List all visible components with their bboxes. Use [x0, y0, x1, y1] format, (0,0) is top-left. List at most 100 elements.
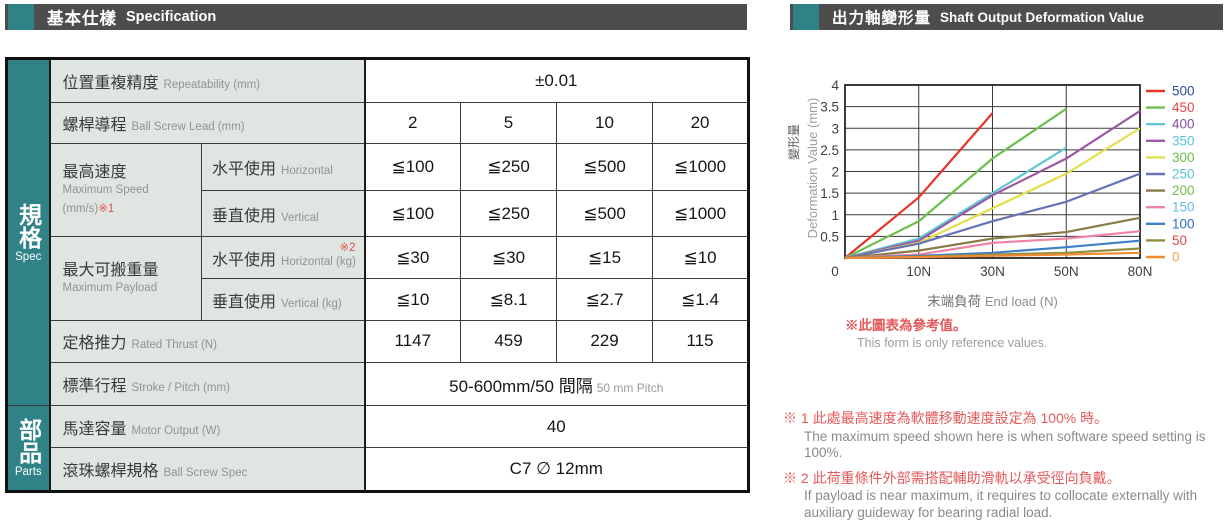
value-speed-v-3: ≦500: [556, 189, 654, 238]
value-payload-v-1: ≦10: [363, 278, 462, 322]
teal-accent-square: [8, 4, 34, 30]
spec-header-title-zh: 基本仕樣: [47, 10, 117, 28]
legend-label-50: 50: [1172, 233, 1187, 248]
y-tick-label: 0.5: [820, 229, 839, 244]
y-tick-label: 1: [831, 208, 839, 223]
y-tick-label: 3.5: [820, 100, 839, 115]
x-tick-label: 10N: [906, 264, 931, 279]
chart-header-title-en: Shaft Output Deformation Value: [940, 9, 1145, 25]
value-lead-20: 20: [652, 101, 750, 145]
chart-header-title-zh: 出力軸變形量: [832, 10, 932, 27]
sublabel-speed-vertical: 垂直使用 Vertical: [200, 189, 366, 238]
row-stroke: 標準行程 Stroke / Pitch (mm) 50-600mm/50 間隔 50…: [7, 361, 750, 407]
value-payload-h-4: ≦10: [652, 236, 750, 280]
row-ball-screw-spec: 滾珠螺桿規格 Ball Screw Spec C7 ∅ 12mm: [7, 447, 750, 492]
group-spec-en: Spec: [15, 250, 42, 263]
group-parts-zh: 部品: [15, 418, 42, 465]
value-speed-v-2: ≦250: [460, 189, 558, 238]
series-line-500: [844, 112, 994, 259]
x-tick-label: 0: [831, 264, 839, 279]
value-speed-v-4: ≦1000: [652, 189, 750, 238]
chart-x-axis-label: 末端負荷 End load (N): [927, 294, 1058, 309]
y-tick-label: 4: [831, 78, 839, 93]
legend-label-150: 150: [1172, 200, 1195, 215]
series-line-350: [844, 110, 1141, 260]
spec-table: 規格 Spec 位置重複精度 Repeatability (mm) ±0.01 螺…: [5, 57, 751, 493]
value-thrust-2: 459: [460, 320, 558, 363]
row-rated-thrust: 定格推力 Rated Thrust (N) 1147 459 229 115: [7, 320, 750, 363]
value-payload-v-4: ≦1.4: [652, 278, 750, 322]
footnotes: ※ 1 此處最高速度為軟體移動速度設定為 100% 時。 The maximum…: [783, 410, 1228, 530]
value-speed-v-1: ≦100: [363, 189, 462, 238]
legend-label-200: 200: [1172, 183, 1195, 198]
spec-header-bar: 基本仕樣 Specification: [5, 4, 747, 30]
row-payload-vertical: 垂直使用 Vertical (kg) ≦10 ≦8.1 ≦2.7 ≦1.4: [7, 278, 750, 322]
row-repeatability: 規格 Spec 位置重複精度 Repeatability (mm) ±0.01: [6, 57, 750, 407]
footnote-1: ※ 1 此處最高速度為軟體移動速度設定為 100% 時。 The maximum…: [783, 410, 1206, 460]
value-lead-2: 2: [363, 101, 462, 145]
value-motor-output: 40: [363, 405, 750, 449]
series-line-200: [844, 216, 1141, 260]
legend-label-300: 300: [1172, 150, 1195, 165]
value-lead-10: 10: [556, 101, 654, 145]
sublabel-speed-horizontal: 水平使用 Horizontal: [200, 143, 366, 191]
value-payload-v-2: ≦8.1: [460, 278, 558, 322]
legend-label-100: 100: [1172, 216, 1195, 231]
sublabel-payload-horizontal: ※2 水平使用 Horizontal (kg): [200, 236, 366, 280]
value-lead-5: 5: [460, 101, 558, 145]
y-tick-label: 3: [831, 121, 839, 136]
x-tick-label: 30N: [980, 264, 1005, 279]
legend-label-450: 450: [1172, 100, 1195, 115]
value-ball-screw-spec: C7 ∅ 12mm: [363, 447, 750, 492]
label-repeatability: 位置重複精度 Repeatability (mm): [48, 58, 366, 103]
footnote-mark-2: ※2: [339, 242, 356, 255]
group-cell-parts: 部品 Parts: [6, 405, 51, 492]
series-line-450: [844, 107, 1067, 259]
row-motor-output: 部品 Parts 馬達容量 Motor Output (W) 40: [6, 405, 750, 492]
label-motor-output: 馬達容量 Motor Output (W): [48, 405, 366, 449]
value-speed-h-4: ≦1000: [652, 143, 750, 191]
y-tick-label: 1.5: [820, 186, 839, 201]
group-parts-en: Parts: [14, 466, 42, 479]
series-line-250: [844, 172, 1141, 260]
chart-header-bar: 出力軸變形量 Shaft Output Deformation Value: [790, 4, 1223, 30]
row-payload-horizontal: 最大可搬重量 Maximum Payload ※2 水平使用 Horizontal…: [7, 236, 750, 322]
y-tick-label: 2: [831, 165, 839, 180]
value-stroke: 50-600mm/50 間隔 50 mm Pitch: [363, 361, 750, 407]
group-spec-zh: 規格: [15, 202, 42, 249]
x-tick-label: 50N: [1054, 264, 1079, 279]
value-thrust-4: 115: [652, 320, 750, 363]
footnote-2: ※ 2 此荷重條件外部需搭配輔助滑軌以承受徑向負戴。 If payload is…: [783, 469, 1198, 520]
label-stroke: 標準行程 Stroke / Pitch (mm): [48, 361, 366, 407]
legend-label-350: 350: [1172, 133, 1195, 148]
group-cell-spec: 規格 Spec: [6, 57, 51, 407]
legend-label-0: 0: [1172, 250, 1180, 265]
label-ball-screw-lead: 螺桿導程 Ball Screw Lead (mm): [48, 101, 366, 145]
sublabel-payload-vertical: 垂直使用 Vertical (kg): [200, 278, 366, 322]
row-max-speed-vertical: 垂直使用 Vertical ≦100 ≦250 ≦500 ≦1000: [7, 189, 750, 238]
label-max-payload: 最大可搬重量 Maximum Payload: [49, 236, 202, 322]
y-tick-label: 2.5: [820, 143, 839, 158]
value-speed-h-3: ≦500: [556, 143, 654, 191]
y-axis-label-en: Deformation Value (mm): [805, 98, 820, 239]
label-max-speed: 最高速度 Maximum Speed (mm/s)※1: [49, 143, 202, 238]
value-payload-v-3: ≦2.7: [556, 278, 654, 322]
deformation-chart: 0.5 1 1.5 2 2.5 3 3.5 4 0 10N 30N 50N 80N 變形量 Deformat…: [788, 78, 1195, 279]
row-ball-screw-lead: 螺桿導程 Ball Screw Lead (mm) 2 5 10 20: [7, 101, 750, 145]
legend-label-500: 500: [1172, 84, 1195, 99]
label-ball-screw-spec: 滾珠螺桿規格 Ball Screw Spec: [48, 447, 366, 492]
value-payload-h-2: ≦30: [460, 236, 558, 280]
label-rated-thrust: 定格推力 Rated Thrust (N): [48, 320, 366, 363]
spec-header-title-en: Specification: [126, 9, 217, 25]
chart-reference-note: ※此圖表為參考值。 This form is only reference va…: [845, 318, 1048, 350]
legend-label-400: 400: [1172, 117, 1195, 132]
spec-table-container: 規格 Spec 位置重複精度 Repeatability (mm) ±0.01 螺…: [5, 57, 751, 493]
legend-label-250: 250: [1172, 167, 1195, 182]
value-thrust-3: 229: [556, 320, 654, 363]
row-max-speed-horizontal: 最高速度 Maximum Speed (mm/s)※1 水平使用 Horizont…: [7, 143, 750, 238]
teal-accent-square: [793, 4, 819, 30]
series-line-0: [844, 251, 1141, 260]
footnote-mark-1: ※1: [98, 202, 115, 215]
value-payload-h-3: ≦15: [556, 236, 654, 280]
y-axis-label-zh: 變形量: [788, 124, 801, 160]
